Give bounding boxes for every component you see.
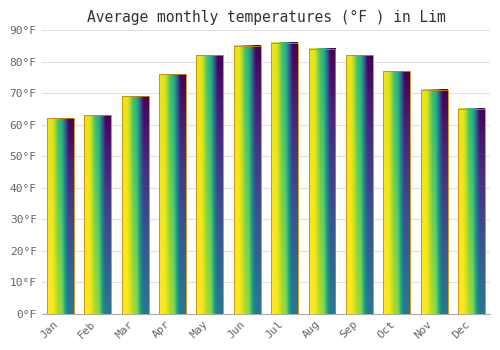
Title: Average monthly temperatures (°F ) in Lim: Average monthly temperatures (°F ) in Li…	[86, 10, 446, 25]
Bar	[346, 55, 373, 314]
Bar	[384, 71, 410, 314]
Bar	[458, 109, 485, 314]
Bar	[420, 90, 448, 314]
Bar	[234, 46, 260, 314]
Bar	[271, 43, 298, 314]
Bar	[84, 115, 111, 314]
Bar	[122, 96, 148, 314]
Bar	[47, 118, 74, 314]
Bar	[196, 55, 224, 314]
Bar	[159, 74, 186, 314]
Bar	[308, 49, 336, 314]
